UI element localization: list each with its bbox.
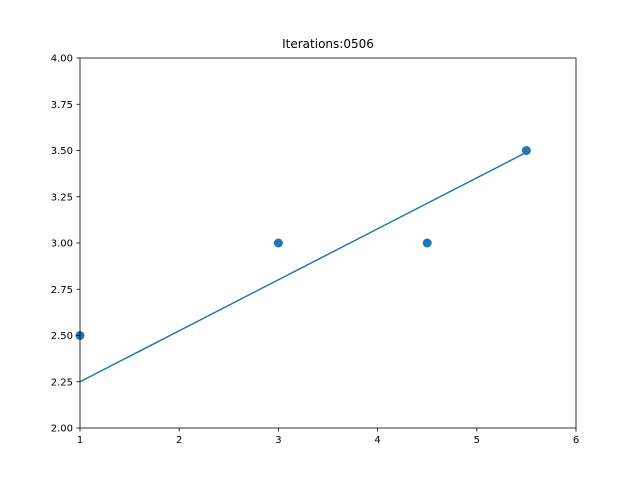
y-tick-label: 3.25 (51, 192, 73, 203)
plot-area: 1 2 3 4 5 6 2.00 2.25 2.50 2.75 3.00 3.25 3.50 3.75 4.… (51, 54, 579, 447)
y-tick-label: 2.75 (51, 285, 73, 296)
fit-line (79, 151, 527, 383)
y-tick-label: 3.50 (51, 146, 73, 157)
chart-title: Iterations:0506 (282, 37, 374, 51)
y-tick-label: 2.00 (51, 424, 73, 435)
y-tick-label: 3.00 (51, 239, 73, 250)
y-tick-label: 2.25 (51, 377, 73, 388)
x-tick-label: 1 (77, 435, 83, 446)
data-point (422, 238, 432, 248)
x-tick-label: 3 (275, 435, 281, 446)
y-tick-label: 4.00 (51, 54, 73, 65)
x-tick-label: 6 (573, 435, 579, 446)
data-point (273, 238, 283, 248)
x-tick-label: 4 (374, 435, 380, 446)
y-tick-label: 2.50 (51, 331, 73, 342)
x-tick-label: 5 (474, 435, 480, 446)
y-tick-label: 3.75 (51, 100, 73, 111)
x-tick-label: 2 (176, 435, 182, 446)
